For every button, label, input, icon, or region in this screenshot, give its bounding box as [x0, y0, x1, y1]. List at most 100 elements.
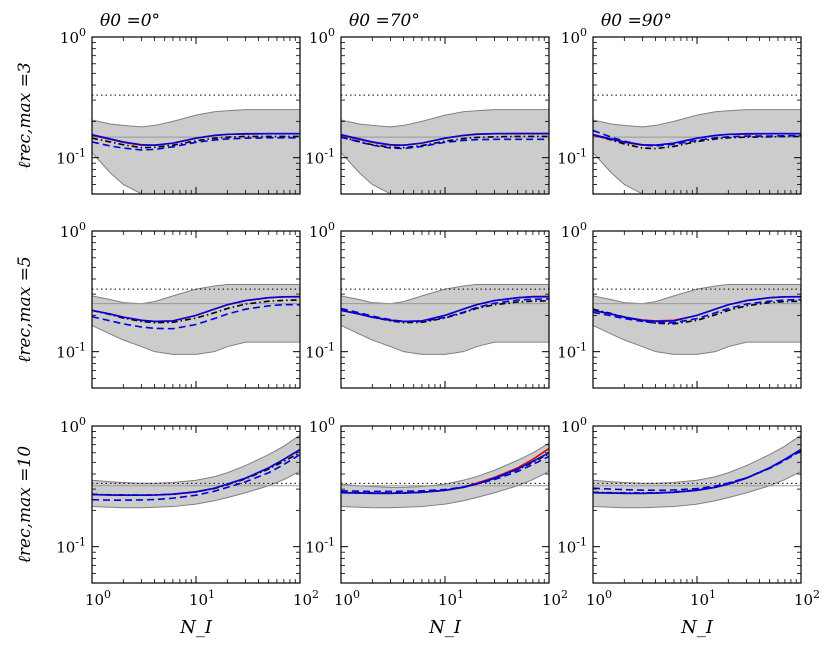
- panel-r0c0-ytick-label: 100: [60, 26, 86, 47]
- panel-r0c2-series-blue-solid: [593, 132, 801, 146]
- panel-r2c2-xtick-label: 102: [794, 588, 820, 609]
- panel-r1c0-ytick-label-base: 10: [56, 344, 75, 362]
- panel-r2c1-xtick-label-base: 10: [438, 591, 457, 609]
- panel-r1c1: [341, 284, 549, 355]
- panel-r0c2-ytick-label: 100: [561, 26, 587, 47]
- panel-r2c1-xtick-label-base: 10: [542, 591, 561, 609]
- panel-r2c2-confidence-band: [593, 434, 801, 509]
- panel-r2c1-series-blue-dashed: [341, 455, 549, 493]
- panel-r0c2: [593, 94, 801, 194]
- panel-r2c2-ytick-label: 100: [561, 415, 587, 436]
- panel-r1c2-ytick-label-exponent: 0: [580, 220, 587, 233]
- panel-r1c2-ytick-label: 10-1: [557, 341, 587, 362]
- row-title-1: ℓrec,max =5: [15, 256, 35, 363]
- panel-r1c2-ytick-label-base: 10: [561, 223, 580, 241]
- panel-r2c0-xtick-label-base: 10: [293, 591, 312, 609]
- panel-r0c1-ytick-label: 100: [309, 26, 335, 47]
- panel-r0c1-ytick-label-base: 10: [305, 150, 324, 168]
- column-title-0: θ0 =0°: [100, 11, 160, 31]
- panel-r1c1-ytick-label: 100: [309, 220, 335, 241]
- panel-r1c0-ytick-label-exponent: -1: [75, 341, 86, 354]
- panel-r2c2-xtick-label-exponent: 2: [813, 588, 820, 601]
- panel-r2c0-ytick-label: 10-1: [56, 536, 86, 557]
- plot-layer: 10-110010-110010-110010-110010-110010-11…: [15, 11, 820, 638]
- panel-r2c1-ytick-label-exponent: -1: [324, 536, 335, 549]
- panel-r2c1-xtick-label-exponent: 2: [561, 588, 568, 601]
- panel-r2c2-xtick-label-base: 10: [794, 591, 813, 609]
- panel-r2c0-xtick-label: 100: [85, 588, 111, 609]
- panel-r2c0-ytick-label-base: 10: [56, 539, 75, 557]
- panel-r1c1-confidence-band: [341, 284, 549, 355]
- panel-r2c0-xtick-label-base: 10: [85, 591, 104, 609]
- panel-r2c2-xtick-label-exponent: 0: [605, 588, 612, 601]
- column-title-1: θ0 =70°: [349, 11, 420, 31]
- x-axis-label-text: N_I: [179, 617, 213, 638]
- panel-r0c0-ytick-label-exponent: 0: [79, 26, 86, 39]
- panel-r2c0-ytick-label-exponent: -1: [75, 536, 86, 549]
- panel-r1c2-confidence-band: [593, 284, 801, 355]
- panel-r1c2-ytick-label: 100: [561, 220, 587, 241]
- panel-r2c0-xtick-label-exponent: 2: [312, 588, 319, 601]
- panel-r2c1-xtick-label-exponent: 1: [457, 588, 464, 601]
- panel-r2c2-xtick-label: 101: [690, 588, 716, 609]
- panel-r0c1-series-black-dashdot: [341, 135, 549, 149]
- panel-r2c1-xtick-label: 102: [542, 588, 568, 609]
- panel-r2c1-series-blue-solid: [341, 452, 549, 495]
- x-axis-label-text: N_I: [680, 617, 714, 638]
- panel-r1c1-ytick-label-exponent: 0: [328, 220, 335, 233]
- panel-r2c2-ytick-label-exponent: -1: [576, 536, 587, 549]
- panel-r1c0-ytick-label-exponent: 0: [79, 220, 86, 233]
- panel-r1c2-series-blue-dashed: [593, 298, 801, 324]
- panel-r2c2-ytick-label-base: 10: [557, 539, 576, 557]
- panel-r0c1-confidence-band: [341, 109, 549, 194]
- panel-r0c2-ytick-label: 10-1: [557, 147, 587, 168]
- panel-r0c2-ytick-label-exponent: -1: [576, 147, 587, 160]
- panel-r2c2-xtick-label-exponent: 1: [709, 588, 716, 601]
- panel-r2c2-xtick-label-base: 10: [586, 591, 605, 609]
- panel-r1c1-ytick-label-base: 10: [309, 223, 328, 241]
- panel-r0c0-ytick-label: 10-1: [56, 147, 86, 168]
- panel-r1c0-ytick-label: 100: [60, 220, 86, 241]
- panel-r1c0-series-blue-dashed: [92, 303, 300, 330]
- panel-r1c1-ytick-label-base: 10: [305, 344, 324, 362]
- panel-r1c1-series-blue-dashed: [341, 298, 549, 323]
- panel-r0c0-ytick-label-base: 10: [60, 29, 79, 47]
- panel-r2c2-ytick-label: 10-1: [557, 536, 587, 557]
- panel-r0c1-ytick-label-exponent: -1: [324, 147, 335, 160]
- panel-r0c1-ytick-label: 10-1: [305, 147, 335, 168]
- panel-r2c0-xtick-label: 101: [189, 588, 215, 609]
- panel-r0c1: [341, 94, 549, 194]
- panel-r1c0-series-blue-solid: [92, 295, 300, 323]
- panel-r1c0-ytick-label-base: 10: [60, 223, 79, 241]
- panel-r0c0-ytick-label-base: 10: [56, 150, 75, 168]
- panel-r2c1-ytick-label-base: 10: [309, 418, 328, 436]
- panel-r0c1-series-blue-dashed: [341, 136, 549, 150]
- panel-r2c0: [92, 434, 300, 509]
- x-axis-label-text: N_I: [428, 617, 462, 638]
- panel-r1c1-series-blue-solid: [341, 295, 549, 323]
- panel-r2c0-xtick-label-exponent: 1: [208, 588, 215, 601]
- panel-r2c1-confidence-band: [341, 442, 549, 509]
- panel-r2c2-xtick-label-base: 10: [690, 591, 709, 609]
- panel-r0c2-confidence-band: [593, 109, 801, 194]
- panel-r1c0-confidence-band: [92, 284, 300, 355]
- panel-r1c0-series-black-dashdot: [92, 299, 300, 324]
- panel-r1c0: [92, 284, 300, 355]
- panel-r2c0-xtick-label-base: 10: [189, 591, 208, 609]
- panel-r0c1-series-blue-solid: [341, 132, 549, 146]
- panel-r0c2-ytick-label-base: 10: [561, 29, 580, 47]
- panel-r0c2-ytick-label-exponent: 0: [580, 26, 587, 39]
- panel-r1c2-series-blue-solid: [593, 295, 801, 323]
- panel-r1c1-ytick-label-exponent: -1: [324, 341, 335, 354]
- panel-r2c1-ytick-label-base: 10: [305, 539, 324, 557]
- row-title-2: ℓrec,max =10: [15, 446, 35, 563]
- panel-r2c0-ytick-label: 100: [60, 415, 86, 436]
- panel-r0c0-series-blue-dashed: [92, 137, 300, 151]
- panel-r2c0-ytick-label-base: 10: [60, 418, 79, 436]
- panel-r2c1: [341, 442, 549, 509]
- panel-r1c2: [593, 284, 801, 355]
- panel-r2c1-xtick-label-base: 10: [334, 591, 353, 609]
- panel-r2c0-series-blue-solid: [92, 448, 300, 496]
- panel-r0c0-confidence-band: [92, 109, 300, 194]
